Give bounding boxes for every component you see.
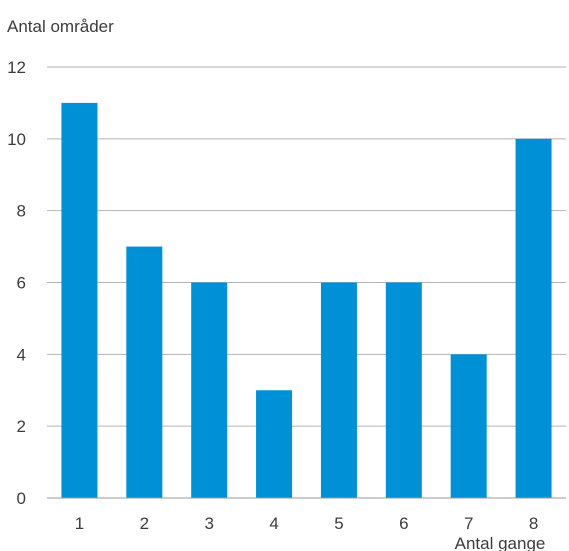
grid-lines: [47, 66, 566, 427]
bar-7: [450, 354, 487, 498]
x-tick-labels: 1 2 3 4 5 6 7 8: [75, 514, 539, 533]
y-tick-label: 12: [7, 58, 26, 77]
bar-4: [256, 390, 293, 498]
y-tick-label: 0: [17, 489, 26, 508]
y-tick-label: 6: [17, 274, 26, 293]
y-tick-label: 10: [7, 130, 26, 149]
x-tick-label: 6: [399, 514, 408, 533]
bar-6: [385, 282, 422, 498]
bar-2: [126, 246, 163, 498]
bars: [61, 102, 552, 499]
bar-8: [515, 138, 552, 499]
x-tick-label: 1: [75, 514, 84, 533]
x-tick-label: 2: [140, 514, 149, 533]
bar-1: [61, 102, 98, 499]
x-tick-label: 8: [529, 514, 538, 533]
x-tick-label: 7: [464, 514, 473, 533]
y-tick-label: 2: [17, 417, 26, 436]
y-axis-label: Antal områder: [7, 17, 114, 36]
y-tick-labels: 0 2 4 6 8 10 12: [7, 58, 26, 508]
bar-5: [320, 282, 357, 498]
x-axis-label: Antal gange: [455, 534, 546, 551]
y-tick-label: 8: [17, 202, 26, 221]
x-tick-label: 4: [269, 514, 278, 533]
bar-3: [191, 282, 228, 498]
x-tick-label: 3: [204, 514, 213, 533]
x-tick-label: 5: [334, 514, 343, 533]
y-tick-label: 4: [17, 345, 26, 364]
